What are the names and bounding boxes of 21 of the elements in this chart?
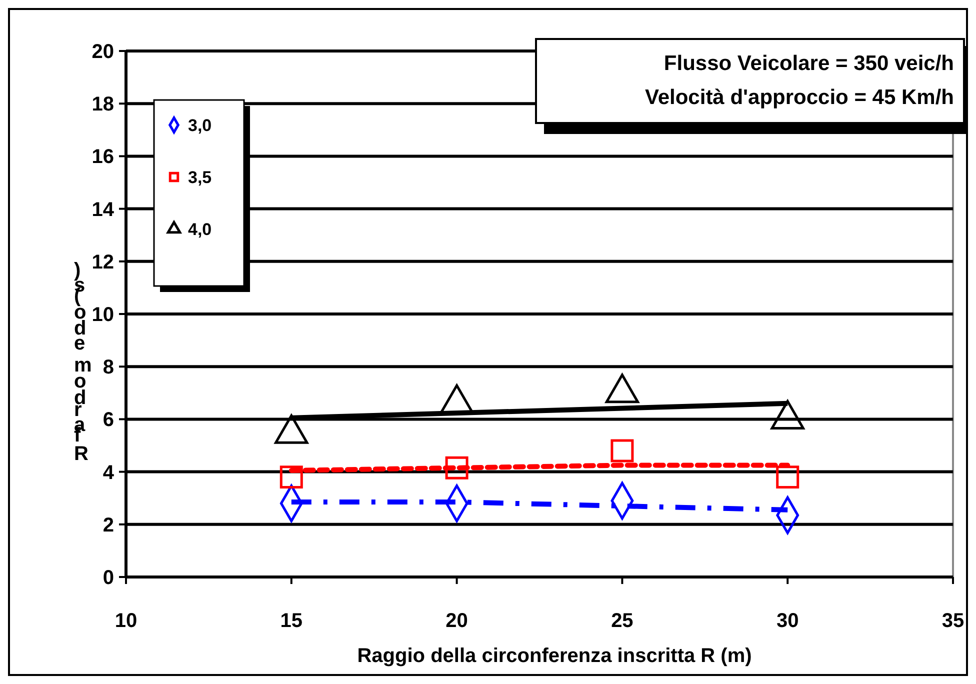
y-tick-label: 20 [92,41,114,63]
legend-label: 3,0 [188,116,212,135]
y-tick-label: 18 [92,94,114,116]
y-tick-label: 0 [102,567,114,589]
x-tick-label: 15 [280,610,303,632]
x-tick-label: 25 [611,610,634,632]
x-tick-label: 35 [942,610,964,632]
legend-label: 4,0 [188,220,212,239]
y-tick-label: 12 [92,251,114,274]
x-tick-label: 30 [776,610,799,632]
y-tick-label: 4 [102,462,115,484]
annotation: Flusso Veicolare = 350 veic/h [664,52,954,75]
y-tick-label: 8 [102,356,114,379]
x-tick-label: 20 [446,610,468,632]
y-tick-label: 2 [102,514,114,536]
legend-label: 3,5 [188,168,212,187]
y-tick-label: 14 [92,198,115,221]
x-axis-title: Raggio della circonferenza inscritta R (m) [357,645,752,667]
y-tick-label: 6 [102,409,114,432]
annotation: Velocità d'approccio = 45 Km/h [644,86,954,109]
y-tick-label: 16 [92,146,114,168]
